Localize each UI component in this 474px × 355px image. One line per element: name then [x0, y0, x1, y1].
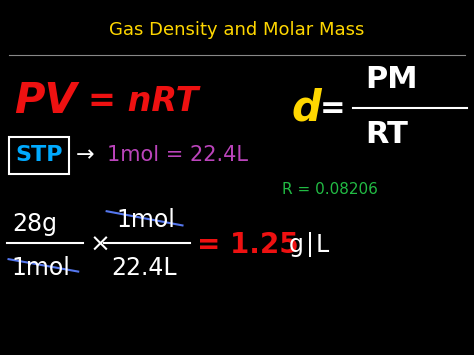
- Text: →: →: [76, 146, 94, 165]
- Text: g: g: [289, 233, 304, 257]
- Text: |: |: [306, 233, 314, 257]
- Text: Gas Density and Molar Mass: Gas Density and Molar Mass: [109, 21, 365, 39]
- Text: ×: ×: [90, 233, 111, 257]
- Text: =: =: [320, 94, 346, 123]
- Text: 1mol: 1mol: [12, 256, 71, 280]
- Text: 1mol: 1mol: [116, 208, 175, 232]
- Text: d: d: [292, 87, 321, 129]
- Text: R = 0.08206: R = 0.08206: [282, 182, 378, 197]
- FancyBboxPatch shape: [9, 137, 69, 174]
- Text: 22.4L: 22.4L: [111, 256, 177, 280]
- Text: STP: STP: [15, 145, 63, 165]
- Text: = nRT: = nRT: [88, 85, 198, 118]
- Text: = 1.25: = 1.25: [197, 231, 299, 259]
- Text: 28g: 28g: [12, 212, 57, 236]
- Text: 1mol = 22.4L: 1mol = 22.4L: [107, 146, 247, 165]
- Text: RT: RT: [365, 120, 408, 149]
- Text: PM: PM: [365, 65, 418, 94]
- Text: PV: PV: [14, 80, 77, 122]
- Text: L: L: [315, 233, 328, 257]
